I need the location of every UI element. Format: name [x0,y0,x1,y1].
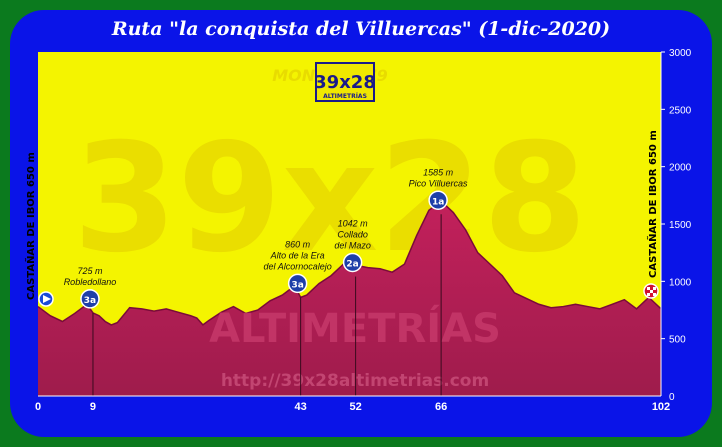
climb-label-line: 1042 m [338,219,369,229]
y-axis: 500 1000 1500 2000 2500 3000 0 [660,48,692,403]
x-tick-label: 9 [90,401,96,413]
x-tick-label: 0 [35,401,41,413]
y-tick-label: 2000 [669,163,692,174]
climb-category-text: 2a [346,260,358,270]
x-tick-label: 52 [349,401,361,413]
climb-label-line: del Alcornocalejo [264,261,332,271]
y-tick-label: 2500 [669,105,692,116]
climb-category-text: 3a [291,280,303,290]
y-tick-label: 0 [669,392,675,403]
chart-title: Ruta "la conquista del Villuercas" (1-di… [111,18,611,40]
start-town-label: CASTAÑAR DE IBOR 650 m [24,152,37,300]
y-tick-label: 3000 [669,48,692,59]
climb-category-badge [287,273,308,294]
x-tick-label: 43 [295,401,307,413]
climb-label-line: 1585 m [423,167,454,177]
climb-label-line: Robledollano [64,277,117,287]
climb-label-line: Alto de la Era [270,250,325,260]
climb-category-badge [342,252,363,273]
climb-label-line: 725 m [77,266,103,276]
climb-category-text: 1a [432,197,444,207]
watermark-foreground: ALTIMETRÍAS http://39x28altimetrias.com [209,304,501,391]
watermark-url: http://39x28altimetrias.com [221,371,489,391]
climb-category-badge [80,289,100,309]
climb-category-badge [428,190,448,211]
x-axis: 0 9 43 52 66 102 [35,395,670,413]
logo-subtext: ALTIMETRÍAS [323,92,367,100]
elevation-profile-area [38,201,661,396]
watermark-background: 39x28MONTORO79 [73,66,587,286]
y-tick-label: 500 [669,335,686,346]
end-town-label: CASTAÑAR DE IBOR 650 m [646,130,659,278]
elevation-profile-line [37,200,662,326]
climb-label-line: Pico Villuercas [409,178,468,188]
climb-label-line: 860 m [285,239,311,249]
finish-marker [643,283,659,299]
y-tick-label: 1500 [669,220,692,231]
watermark-big-logo: 39x28 [73,112,587,286]
logo-text: 39x28 [314,72,376,93]
climb-label-line: Collado [337,230,368,240]
x-tick-label: 66 [435,401,447,413]
x-tick-label: 102 [652,401,670,413]
y-tick-label: 1000 [669,277,692,288]
climb-label-line: del Mazo [334,241,371,251]
start-marker [38,291,54,307]
watermark-word: ALTIMETRÍAS [209,304,501,352]
climb-category-text: 3a [84,296,96,306]
